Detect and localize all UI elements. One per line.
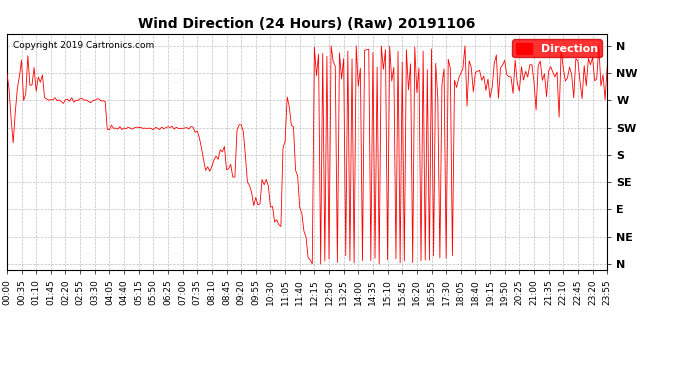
Title: Wind Direction (24 Hours) (Raw) 20191106: Wind Direction (24 Hours) (Raw) 20191106 (139, 17, 475, 31)
Legend: Direction: Direction (512, 39, 602, 57)
Text: Copyright 2019 Cartronics.com: Copyright 2019 Cartronics.com (13, 41, 154, 50)
